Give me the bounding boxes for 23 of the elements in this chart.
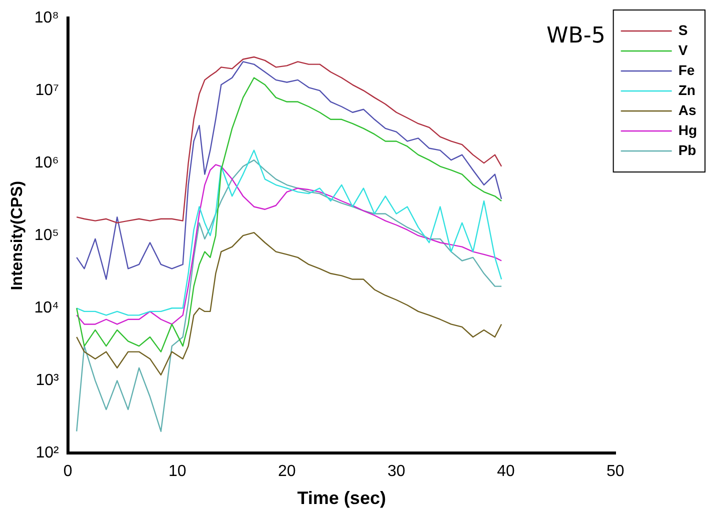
legend-label: V bbox=[678, 42, 688, 58]
x-tick-label: 20 bbox=[278, 463, 296, 480]
x-tick-label: 40 bbox=[496, 463, 515, 480]
x-tick-label: 0 bbox=[63, 463, 72, 480]
y-tick-label: 10⁵ bbox=[34, 227, 59, 244]
legend-label: Pb bbox=[678, 142, 696, 158]
legend-label: S bbox=[678, 22, 688, 38]
annotation: WB-5 bbox=[546, 24, 606, 49]
legend-label: As bbox=[678, 102, 696, 118]
legend-label: Fe bbox=[678, 62, 695, 78]
y-tick-label: 10⁶ bbox=[34, 154, 59, 172]
y-tick-label: 10⁴ bbox=[34, 300, 59, 317]
x-tick-label: 50 bbox=[606, 463, 624, 480]
legend-label: Zn bbox=[678, 82, 696, 98]
legend-label: Hg bbox=[678, 122, 698, 138]
y-tick-label: 10³ bbox=[36, 372, 60, 390]
x-axis-title: Time (sec) bbox=[297, 488, 386, 508]
y-tick-label: 10⁷ bbox=[35, 82, 60, 99]
x-tick-label: 30 bbox=[387, 463, 406, 480]
x-tick-label: 10 bbox=[168, 463, 186, 480]
y-tick-label: 10² bbox=[36, 444, 60, 462]
y-axis-title: Intensity(CPS) bbox=[9, 180, 26, 290]
y-tick-label: 10⁸ bbox=[34, 9, 59, 26]
